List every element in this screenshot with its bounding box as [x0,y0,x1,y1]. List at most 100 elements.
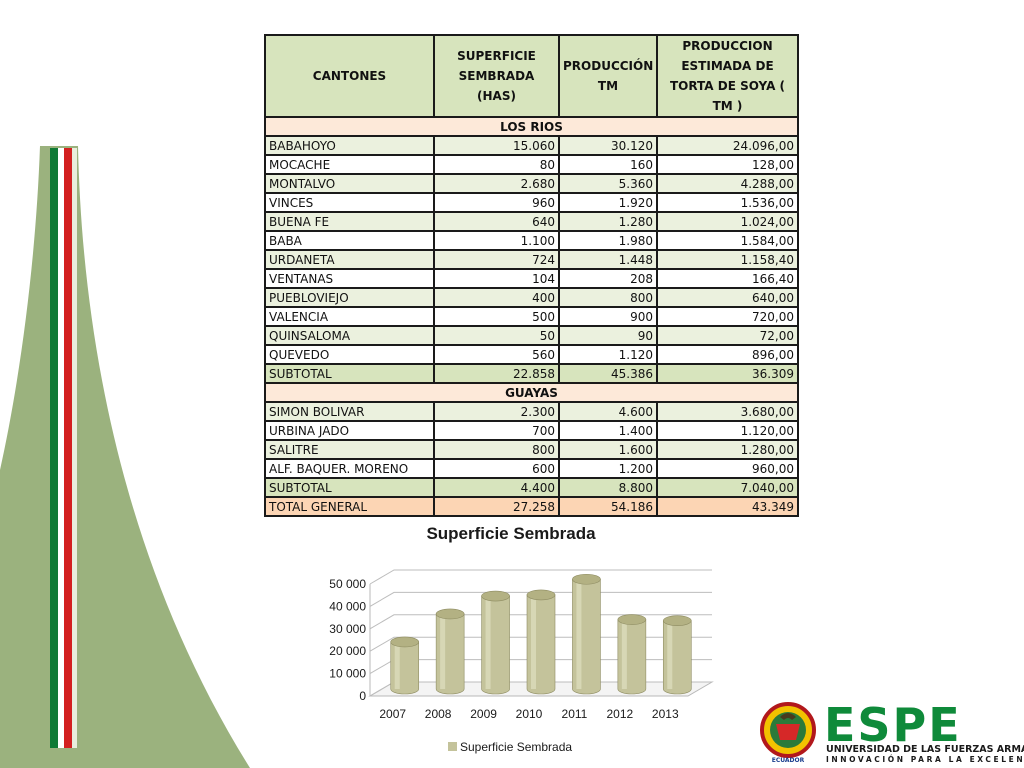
produccion-cell: 5.360 [558,173,658,194]
table-row: QUINSALOMA 50 90 72,00 [264,325,799,346]
produccion-cell: 1.120 [558,344,658,365]
torta-cell: 3.680,00 [656,401,799,422]
table-row: PUEBLOVIEJO 400 800 640,00 [264,287,799,308]
header-produccion: PRODUCCIÓN TM [558,34,658,118]
torta-cell: 72,00 [656,325,799,346]
torta-cell: 1.536,00 [656,192,799,213]
canton-cell: MOCACHE [264,154,435,175]
chart-title: Superficie Sembrada [426,524,596,543]
canton-cell: SIMON BOLIVAR [264,401,435,422]
superficie-cell: 560 [433,344,560,365]
produccion-cell: 1.600 [558,439,658,460]
torta-cell: 1.120,00 [656,420,799,441]
y-tick-label: 0 [359,689,366,703]
torta-cell: 896,00 [656,344,799,365]
logo-subtitle: UNIVERSIDAD DE LAS FUERZAS ARMADAS [826,744,1024,755]
torta-cell: 4.288,00 [656,173,799,194]
torta-cell: 640,00 [656,287,799,308]
produccion-cell: 54.186 [558,496,658,517]
superficie-cell: 600 [433,458,560,479]
bar [435,608,465,695]
canton-cell: URBINA JADO [264,420,435,441]
superficie-cell: 400 [433,287,560,308]
torta-cell: 166,40 [656,268,799,289]
canton-cell: VENTANAS [264,268,435,289]
produccion-cell: 90 [558,325,658,346]
x-tick-label: 2008 [425,707,452,721]
logo-name: ESPE [824,698,962,752]
bar [617,614,647,695]
bar [572,573,601,695]
canton-cell: SALITRE [264,439,435,460]
canton-cell: TOTAL GENERAL [264,496,435,517]
table-row: QUEVEDO 560 1.120 896,00 [264,344,799,365]
table-row: VINCES 960 1.920 1.536,00 [264,192,799,213]
superficie-cell: 50 [433,325,560,346]
produccion-cell: 30.120 [558,135,658,156]
produccion-cell: 1.980 [558,230,658,251]
table-row: SALITRE 800 1.600 1.280,00 [264,439,799,460]
subtotal-row: SUBTOTAL 22.858 45.386 36.309 [264,363,799,384]
y-tick-label: 50 000 [329,577,366,591]
canton-cell: BABA [264,230,435,251]
torta-cell: 1.158,40 [656,249,799,270]
y-tick-label: 30 000 [329,622,366,636]
legend-swatch [448,742,457,751]
x-tick-label: 2012 [607,707,634,721]
table-row: MONTALVO 2.680 5.360 4.288,00 [264,173,799,194]
produccion-cell: 900 [558,306,658,327]
table-row: VALENCIA 500 900 720,00 [264,306,799,327]
table-row: ALF. BAQUER. MORENO 600 1.200 960,00 [264,458,799,479]
torta-cell: 1.280,00 [656,439,799,460]
produccion-cell: 1.280 [558,211,658,232]
superficie-cell: 4.400 [433,477,560,498]
produccion-cell: 1.920 [558,192,658,213]
canton-cell: PUEBLOVIEJO [264,287,435,308]
x-tick-label: 2011 [562,707,588,721]
canton-cell: ALF. BAQUER. MORENO [264,458,435,479]
produccion-cell: 800 [558,287,658,308]
torta-cell: 960,00 [656,458,799,479]
subtotal-row: SUBTOTAL 4.400 8.800 7.040,00 [264,477,799,498]
produccion-cell: 160 [558,154,658,175]
canton-cell: SUBTOTAL [264,363,435,384]
canton-cell: VINCES [264,192,435,213]
x-tick-label: 2013 [652,707,679,721]
section-row: GUAYAS [264,382,799,403]
superficie-cell: 700 [433,420,560,441]
produccion-cell: 45.386 [558,363,658,384]
superficie-cell: 104 [433,268,560,289]
bar [662,615,692,695]
produccion-cell: 4.600 [558,401,658,422]
x-tick-label: 2009 [470,707,497,721]
superficie-cell: 1.100 [433,230,560,251]
superficie-cell: 800 [433,439,560,460]
canton-cell: QUEVEDO [264,344,435,365]
superficie-cell: 27.258 [433,496,560,517]
torta-cell: 43.349 [656,496,799,517]
torta-cell: 128,00 [656,154,799,175]
table-row: SIMON BOLIVAR 2.300 4.600 3.680,00 [264,401,799,422]
gridline [369,636,712,652]
table-row: URBINA JADO 700 1.400 1.120,00 [264,420,799,441]
torta-cell: 720,00 [656,306,799,327]
torta-cell: 1.024,00 [656,211,799,232]
superficie-cell: 640 [433,211,560,232]
x-tick-label: 2007 [379,707,406,721]
canton-cell: SUBTOTAL [264,477,435,498]
total-row: TOTAL GENERAL 27.258 54.186 43.349 [264,496,799,517]
table-row: BABAHOYO 15.060 30.120 24.096,00 [264,135,799,156]
decorative-spire [0,146,250,768]
produccion-cell: 8.800 [558,477,658,498]
canton-cell: MONTALVO [264,173,435,194]
produccion-cell: 1.448 [558,249,658,270]
header-superficie: SUPERFICIE SEMBRADA (HAS) [433,34,560,118]
table-row: VENTANAS 104 208 166,40 [264,268,799,289]
superficie-cell: 724 [433,249,560,270]
canton-cell: BUENA FE [264,211,435,232]
table-body: LOS RIOS BABAHOYO 15.060 30.120 24.096,00 MOC… [264,116,799,517]
x-tick-label: 2010 [516,707,543,721]
torta-cell: 24.096,00 [656,135,799,156]
canton-cell: BABAHOYO [264,135,435,156]
table-row: BUENA FE 640 1.280 1.024,00 [264,211,799,232]
